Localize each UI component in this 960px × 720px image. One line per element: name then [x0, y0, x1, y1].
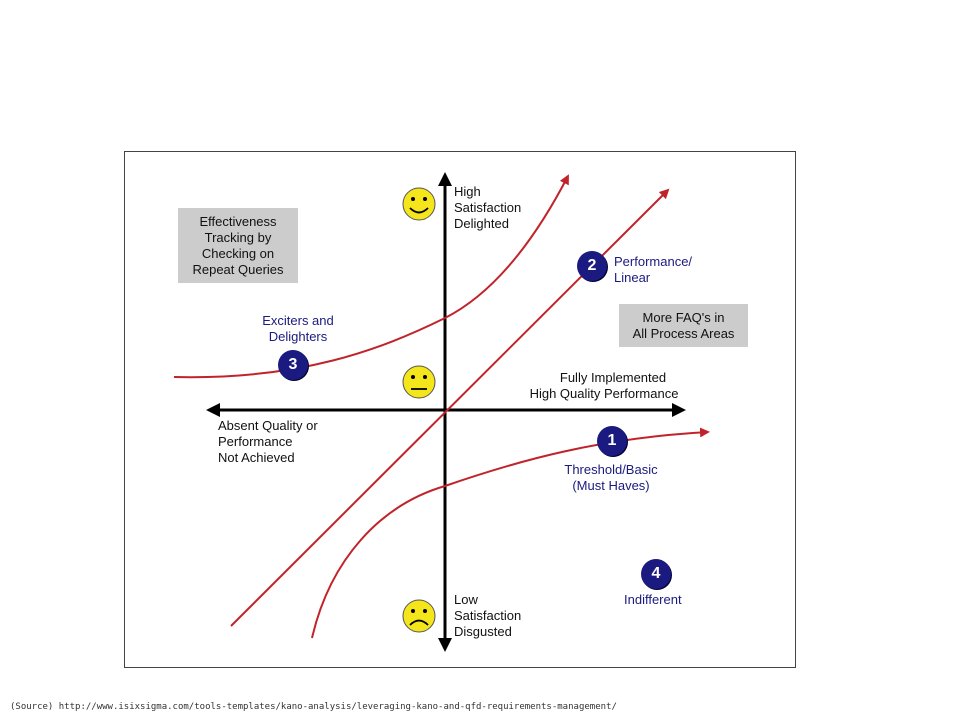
threshold-basic-label: Threshold/Basic (Must Haves) [564, 462, 658, 493]
neutral-face-icon [402, 365, 436, 399]
curve-badge-3: 3 [278, 350, 308, 380]
effectiveness-note: Effectiveness Tracking by Checking on Repe… [178, 208, 298, 283]
diagram-frame [124, 151, 796, 668]
x-axis-right-label: Fully Implemented High Quality Performanc… [529, 370, 679, 401]
y-axis-bottom-label: Low Satisfaction Disgusted [454, 592, 522, 639]
curve-badge-2: 2 [577, 251, 607, 281]
source-citation: (Source) http://www.isixsigma.com/tools-… [10, 702, 617, 712]
performance-linear-label: Performance/Linear [614, 254, 693, 285]
curve-badge-1: 1 [597, 426, 627, 456]
y-axis-top-label: High Satisfaction Delighted [454, 184, 522, 231]
happy-face-icon [402, 187, 436, 221]
faq-note: More FAQ's in All Process Areas [619, 304, 748, 347]
x-axis-left-label: Absent Quality or Performance Not Achieved [218, 418, 318, 465]
curve-badge-4: 4 [641, 559, 671, 589]
indifferent-label: Indifferent [624, 592, 682, 607]
exciters-delighters-curve [173, 174, 569, 379]
sad-face-icon [402, 599, 436, 633]
exciters-delighters-label: Exciters and Delighters [262, 313, 334, 344]
